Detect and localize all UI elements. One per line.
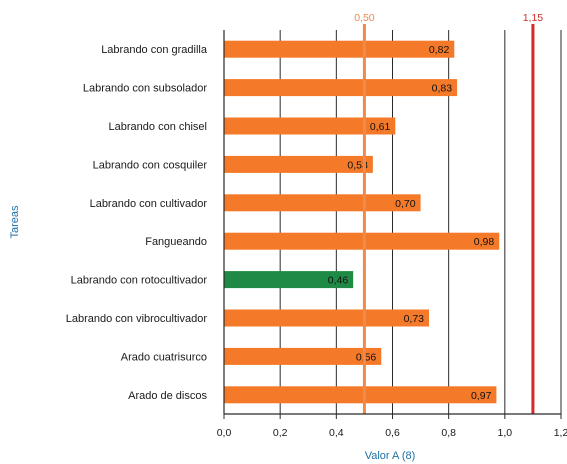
bar [224,117,396,135]
bar [224,386,497,404]
category-label: Labrando con subsolador [83,83,207,95]
reference-line-label: 1,15 [523,12,544,24]
x-tick-label: 1,2 [554,427,567,439]
data-label: 0,46 [328,275,349,287]
data-label: 0,73 [404,313,425,325]
category-label: Labrando con rotocultivador [71,275,208,287]
y-axis-label: Tareas [9,205,21,239]
data-label: 0,82 [429,44,450,56]
reference-lines: 0,50 1,15 [354,12,543,414]
bar [224,79,458,97]
x-tick-label: 0,0 [217,427,232,439]
category-label: Labrando con cultivador [90,198,208,210]
bar [224,40,455,58]
x-tick-label: 0,6 [385,427,400,439]
data-label: 0,98 [474,236,495,248]
x-tick-label: 0,8 [441,427,456,439]
category-label: Labrando con cosquiler [93,159,208,171]
x-tick-label: 1,0 [498,427,513,439]
category-label: Labrando con vibrocultivador [66,313,208,325]
x-tick-label: 0,2 [273,427,288,439]
bar [224,232,500,250]
category-label: Labrando con gradilla [101,44,208,56]
category-label: Arado cuatrisurco [121,351,207,363]
data-label: 0,56 [356,351,377,363]
reference-line-label: 0,50 [354,12,375,24]
x-axis-label: Valor A (8) [365,450,416,462]
category-label: Arado de discos [128,390,207,402]
data-label: 0,83 [432,83,453,95]
bar [224,347,382,365]
bar [224,271,354,289]
bar [224,155,373,173]
data-label: 0,61 [370,121,391,133]
axes: 0,0 0,2 0,4 0,6 0,8 1,0 1,2 [217,30,567,439]
bar [224,309,430,327]
data-label: 0,53 [347,159,368,171]
category-label: Fangueando [145,236,207,248]
bars: Labrando con gradilla 0,82 Labrando con su… [66,40,500,404]
x-tick-label: 0,4 [329,427,344,439]
category-label: Labrando con chisel [109,121,207,133]
bar [224,194,421,212]
data-label: 0,70 [395,198,416,210]
data-label: 0,97 [471,390,492,402]
